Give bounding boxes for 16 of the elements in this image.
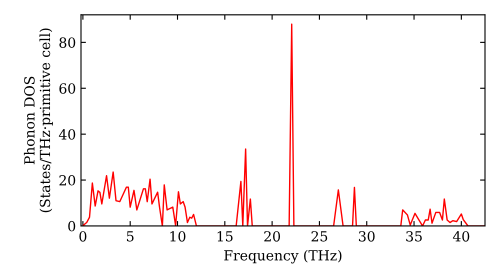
y-tick-label: 20	[59, 175, 76, 186]
x-tick-label: 10	[170, 231, 186, 242]
x-tick-label: 40	[452, 231, 470, 242]
x-tick-label: 30	[358, 231, 375, 242]
x-tick-label: 5	[126, 231, 134, 242]
y-tick-label: 80	[59, 37, 76, 48]
x-tick-label: 15	[218, 231, 233, 242]
y-tick-label: 60	[59, 83, 76, 94]
y-tick-label: 0	[68, 220, 76, 232]
x-tick-label: 25	[312, 231, 328, 242]
x-tick-label: 20	[264, 231, 280, 242]
x-axis-title: Frequency (THz)	[224, 250, 342, 264]
y-tick-label: 40	[58, 129, 76, 140]
x-tick-label: 0	[79, 231, 86, 242]
y-axis-title: Phonon DOS (States/THz·primitive cell)	[24, 28, 53, 212]
x-tick-label: 35	[406, 231, 422, 242]
